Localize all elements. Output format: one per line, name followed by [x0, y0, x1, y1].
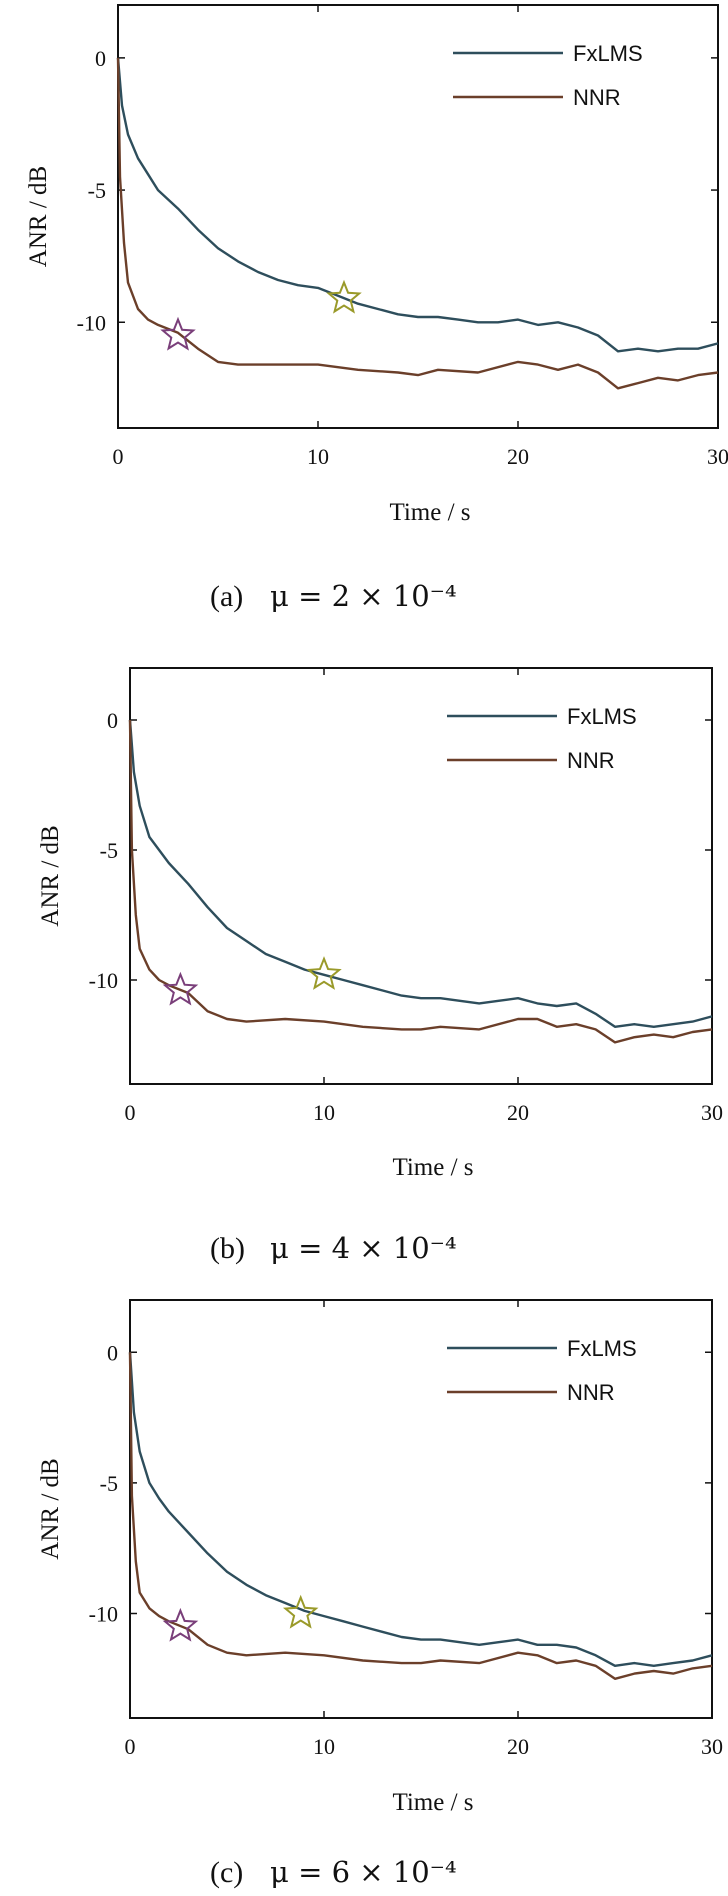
- plot-frame: [117, 4, 719, 429]
- series-line-nnr: [116, 57, 719, 390]
- star-marker-purple: [162, 971, 199, 1006]
- legend-label-fxlms: FxLMS: [567, 1336, 637, 1361]
- legend-label-fxlms: FxLMS: [567, 704, 637, 729]
- star-marker-yellow: [326, 279, 362, 314]
- y-tick-label: 0: [107, 1340, 118, 1365]
- x-tick-label: 10: [313, 1100, 335, 1125]
- y-tick-label: -5: [88, 178, 106, 203]
- y-tick-label: -10: [77, 310, 106, 335]
- star-marker-yellow: [282, 1594, 319, 1629]
- x-axis-label: Time / s: [392, 1789, 473, 1816]
- y-tick-label: -10: [89, 968, 118, 993]
- caption-math: μ = 6 × 10⁻⁴: [270, 1855, 457, 1889]
- x-tick-label: 30: [701, 1734, 723, 1759]
- x-tick-label: 30: [707, 444, 728, 469]
- y-axis-label: ANR / dB: [37, 825, 64, 926]
- caption-math: μ = 4 × 10⁻⁴: [270, 1231, 457, 1265]
- y-tick-label: -5: [100, 838, 118, 863]
- x-tick-label: 30: [701, 1100, 723, 1125]
- legend-label-nnr: NNR: [573, 85, 621, 110]
- y-tick-label: -10: [89, 1602, 118, 1627]
- series-line-fxlms: [128, 1352, 713, 1668]
- x-tick-label: 20: [507, 1100, 529, 1125]
- x-tick-label: 10: [313, 1734, 335, 1759]
- x-tick-label: 20: [507, 444, 529, 469]
- caption-label: (c): [210, 1856, 243, 1889]
- star-marker-purple: [160, 316, 196, 351]
- series-line-fxlms: [116, 57, 719, 353]
- caption-label: (b): [210, 1232, 245, 1265]
- chart-panel-2: 0 10 20 30 0 -5 -10 Time / s ANR / dB FxLMS NNR (c)…: [37, 1299, 723, 1889]
- series-line-nnr: [128, 1352, 713, 1681]
- legend-label-fxlms: FxLMS: [573, 41, 643, 66]
- x-tick-label: 0: [125, 1734, 136, 1759]
- y-tick-label: -5: [100, 1471, 118, 1496]
- plot-frame: [129, 667, 713, 1085]
- plot-frame: [129, 1299, 713, 1719]
- y-tick-label: 0: [95, 46, 106, 71]
- x-axis-label: Time / s: [389, 499, 470, 526]
- y-axis-label: ANR / dB: [25, 166, 52, 267]
- x-tick-label: 10: [307, 444, 329, 469]
- star-marker-purple: [162, 1607, 199, 1642]
- series-line-nnr: [128, 719, 713, 1044]
- legend-label-nnr: NNR: [567, 748, 615, 773]
- x-tick-label: 20: [507, 1734, 529, 1759]
- star-marker-yellow: [306, 956, 342, 990]
- chart-panel-0: 0 10 20 30 0 -5 -10 Time / s ANR / dB FxLMS NNR (a)…: [25, 4, 728, 613]
- x-tick-label: 0: [113, 444, 124, 469]
- x-tick-label: 0: [125, 1100, 136, 1125]
- y-axis-label: ANR / dB: [37, 1458, 64, 1559]
- y-tick-label: 0: [107, 708, 118, 733]
- caption-math: μ = 2 × 10⁻⁴: [270, 579, 457, 613]
- legend-label-nnr: NNR: [567, 1380, 615, 1405]
- series-line-fxlms: [128, 719, 713, 1029]
- x-axis-label: Time / s: [392, 1154, 473, 1181]
- chart-panel-1: 0 10 20 30 0 -5 -10 Time / s ANR / dB FxLMS NNR (b)…: [37, 667, 723, 1265]
- caption-label: (a): [210, 580, 243, 613]
